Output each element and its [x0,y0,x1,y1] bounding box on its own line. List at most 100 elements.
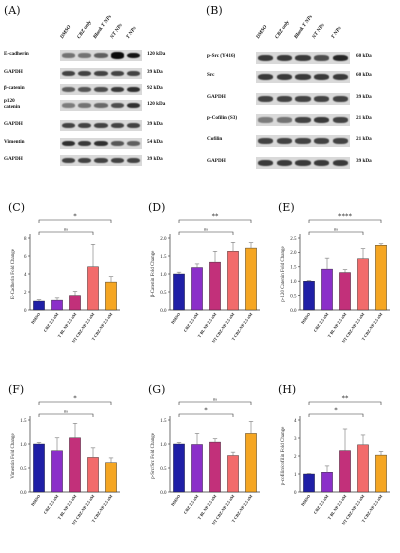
panel-label: (G) [148,383,165,396]
significance-label: * [73,395,77,403]
lane-header: CBZ only [75,19,93,40]
blot-band [127,102,141,109]
panel-label: (C) [8,201,25,214]
y-tick-label: 2.0 [160,237,167,242]
blot-band [94,53,108,58]
bar [303,280,315,311]
y-tick-label: 1 [294,473,297,478]
bar [105,462,117,493]
bar [357,444,369,493]
blot-band [333,138,349,144]
blot-band [61,122,75,129]
y-tick-label: 1.5 [160,255,167,260]
significance-bracket [178,401,252,405]
panel-label: (H) [278,383,296,396]
blot-strip [256,93,350,105]
bar [173,443,185,493]
bar [191,267,203,311]
molecular-weight-label: 54 kDa [147,139,163,145]
y-tick-label: 4 [24,273,27,278]
blot-band [110,140,124,147]
blot-band [110,122,124,129]
blot-strip [256,52,350,64]
molecular-weight-label: 120 kDa [147,101,166,107]
blot-band [314,138,330,144]
bar [33,443,45,493]
significance-bracket [38,413,94,417]
molecular-weight-label: 92 kDa [147,85,163,91]
bar [173,273,185,311]
molecular-weight-label: 39 kDa [147,156,163,162]
blot-band [295,160,311,166]
bar [227,251,239,311]
blot-band [127,86,141,93]
bar-chart-g: (G) 0.0 0.5 1.0 1.5 p-Src/Src Fold Change DMSO… [148,383,260,526]
significance-label: * [73,213,77,221]
y-tick-label: 4 [294,419,297,424]
significance-label: ns [204,227,208,232]
blot-row-label: GAPDH [4,156,23,162]
y-tick-label: 0.5 [20,467,27,472]
blot-band [94,86,108,93]
blot-band [295,138,311,144]
blot-strip [256,157,350,169]
y-tick-label: 1.0 [20,443,27,448]
blot-band [110,86,124,93]
x-tick-label: DMSO [30,493,42,507]
x-tick-label: CBZ 2.5 nM [182,312,199,333]
blot-band [94,140,108,147]
bar [69,295,81,311]
blot-strip [60,50,142,61]
blot-band [314,55,330,61]
blot-band [78,122,92,129]
y-tick-label: 3 [294,437,297,442]
bar [69,437,81,493]
bar [321,471,333,493]
significance-bracket [178,219,252,223]
bar [51,299,63,311]
blot-row-label: p-Src (Y416) [207,53,236,59]
y-axis-label: p-120 Catenin Fold Change [281,246,286,302]
lane-header: NT NPs [108,22,124,40]
bar [245,433,257,493]
significance-bracket [308,231,364,235]
blot-strip [60,120,142,131]
significance-label: ns [334,227,338,232]
panel-label: (D) [148,201,165,214]
blot-band [333,54,349,62]
molecular-weight-label: 39 kDa [356,94,372,100]
y-tick-label: 1.0 [290,280,297,285]
bar-chart-e: (E) 0.0 0.5 1.0 1.5 2.0 2.5 p-120 Catenin Fold … [278,201,390,344]
lane-header: NT NPs [311,22,327,40]
significance-label: * [334,407,338,415]
blot-band [295,74,311,80]
bar-chart-f: (F) 0.0 0.5 1.0 1.5 Vimentin Fold Change DMSO C… [8,383,120,526]
y-tick-label: 8 [24,237,27,242]
blot-strip [60,138,142,149]
y-tick-label: 0.5 [160,291,167,296]
bar [303,473,315,493]
y-axis-label: Vimentin Fold Change [11,432,16,478]
significance-bracket [308,219,382,223]
significance-label: ns [213,397,217,402]
y-tick-label: 0.0 [160,491,167,496]
x-tick-label: CBZ 2.5 nM [42,312,59,333]
blot-band [257,117,273,123]
y-tick-label: 1.0 [160,273,167,278]
lane-header: DMSO [59,24,73,40]
molecular-weight-label: 120 kDa [147,51,166,57]
blot-band [276,74,292,80]
bar [87,457,99,493]
blot-strip [60,84,142,95]
significance-bracket [38,219,112,223]
blot-band [61,53,75,58]
x-tick-label: DMSO [30,311,42,325]
molecular-weight-label: 60 kDa [356,53,372,59]
blot-band [61,87,75,92]
blot-band [333,96,349,102]
blot-strip [60,68,142,79]
panel-label: (A) [4,4,21,17]
molecular-weight-label: 39 kDa [147,121,163,127]
blot-band [276,160,292,166]
blot-row-label: GAPDH [207,94,226,100]
